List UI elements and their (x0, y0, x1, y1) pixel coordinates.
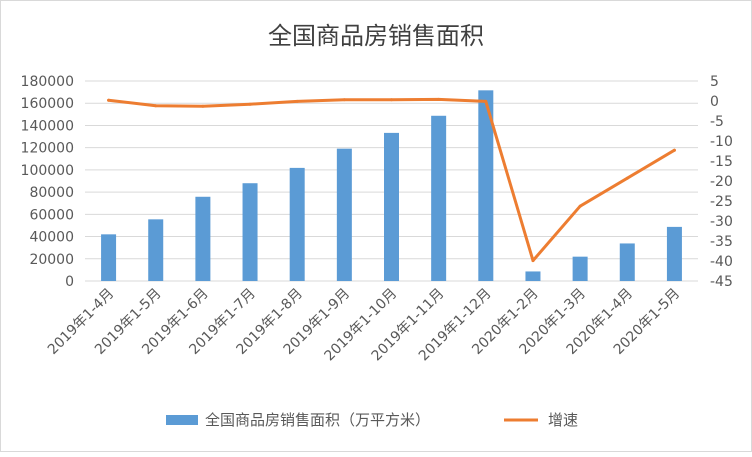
line-point (295, 99, 299, 103)
y-left-tick-label: 0 (65, 274, 74, 290)
y-axis-right: -45 -40 -35 -30 -25 -20 -15 -10 -5 0 5 (710, 74, 733, 290)
line-point (484, 99, 488, 103)
line-point (201, 104, 205, 108)
line-point (107, 98, 111, 102)
legend-bar-swatch (166, 415, 198, 425)
y-right-tick-label: -30 (710, 214, 733, 230)
y-axis-left: 0 20000 40000 60000 80000 100000 120000 140000 1… (21, 74, 74, 290)
y-right-tick-label: -25 (710, 194, 733, 210)
bar (195, 196, 211, 281)
y-left-tick-label: 80000 (29, 185, 74, 201)
y-right-tick-label: 0 (710, 94, 719, 110)
line-point (248, 102, 252, 106)
y-left-tick-label: 40000 (29, 230, 74, 246)
legend: 全国商品房销售面积（万平方米） 增速 (166, 411, 578, 429)
bar (101, 234, 117, 281)
line-series (107, 97, 676, 263)
bar (148, 219, 164, 281)
bar (384, 132, 399, 281)
bar (289, 167, 305, 281)
y-left-tick-label: 160000 (21, 96, 74, 112)
line-point (531, 259, 535, 263)
y-right-tick-label: -45 (710, 274, 733, 290)
y-right-tick-label: -40 (710, 254, 733, 270)
bar (619, 243, 635, 281)
line-point (390, 98, 393, 102)
line-point (342, 98, 346, 102)
bar (336, 148, 352, 281)
y-left-tick-label: 60000 (29, 207, 74, 223)
chart-title: 全国商品房销售面积 (268, 22, 484, 50)
y-right-tick-label: -20 (710, 174, 733, 190)
bar (478, 90, 494, 281)
legend-bar-label: 全国商品房销售面积（万平方米） (205, 411, 430, 429)
y-left-tick-label: 140000 (21, 118, 74, 134)
line-point (437, 97, 441, 101)
y-right-tick-label: -5 (710, 114, 724, 130)
y-left-tick-label: 120000 (21, 141, 74, 157)
bar (242, 183, 258, 281)
y-left-tick-label: 20000 (29, 252, 74, 268)
y-right-tick-label: -15 (710, 154, 733, 170)
y-left-tick-label: 180000 (21, 74, 74, 90)
line-point (578, 204, 582, 208)
y-right-tick-label: 5 (710, 74, 719, 90)
bar (666, 226, 682, 281)
y-left-tick-label: 100000 (21, 163, 74, 179)
bar (525, 271, 541, 281)
bar-series (101, 90, 682, 282)
legend-line-label: 增速 (548, 411, 578, 429)
y-right-tick-label: -35 (710, 234, 733, 250)
line-point (154, 104, 158, 108)
bar (431, 115, 447, 282)
line-point (672, 148, 676, 152)
bar (572, 256, 588, 281)
y-right-tick-label: -10 (710, 134, 733, 150)
line-point (625, 176, 629, 180)
